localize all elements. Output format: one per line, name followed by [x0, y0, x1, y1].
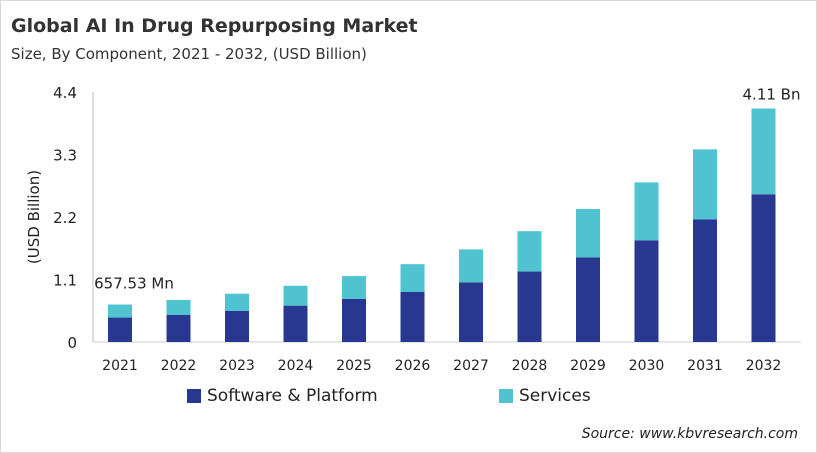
y-tick-label: 4.4 — [53, 84, 77, 102]
x-tick-label: 2032 — [746, 358, 782, 374]
bar-software-2028 — [517, 271, 542, 342]
legend-swatch-services — [499, 389, 513, 403]
bar-services-2028 — [517, 231, 542, 272]
bar-software-2032 — [751, 194, 776, 342]
legend-item-services: Services — [499, 386, 591, 406]
data-label-2021: 657.53 Mn — [94, 275, 174, 293]
x-tick-label: 2026 — [395, 358, 431, 374]
y-tick-label: 0 — [67, 334, 77, 352]
bar-software-2023 — [225, 310, 249, 342]
y-tick-label: 1.1 — [53, 272, 77, 290]
bar-services-2026 — [400, 264, 425, 292]
bar-software-2030 — [634, 240, 659, 342]
x-tick-label: 2031 — [687, 358, 723, 374]
y-axis-label: (USD Billion) — [25, 170, 43, 264]
y-tick-label: 2.2 — [53, 209, 77, 227]
bar-services-2025 — [342, 276, 366, 299]
x-tick-label: 2028 — [512, 358, 548, 374]
bar-services-2024 — [283, 285, 308, 306]
x-tick-label: 2022 — [161, 358, 197, 374]
bar-services-2031 — [693, 149, 717, 220]
bar-software-2026 — [400, 292, 425, 342]
legend-label-software: Software & Platform — [207, 386, 378, 406]
bar-software-2029 — [576, 257, 600, 342]
bar-software-2031 — [693, 219, 717, 342]
y-tick-label: 3.3 — [53, 147, 77, 165]
legend-label-services: Services — [519, 386, 591, 406]
bar-software-2027 — [459, 282, 483, 342]
bar-software-2022 — [166, 314, 191, 342]
x-tick-label: 2027 — [453, 358, 489, 374]
chart-title: Global AI In Drug Repurposing Market — [11, 15, 418, 37]
x-tick-label: 2023 — [219, 358, 255, 374]
bar-services-2027 — [459, 249, 483, 283]
data-label-2032: 4.11 Bn — [743, 85, 801, 103]
bar-services-2022 — [166, 299, 191, 315]
x-tick-label: 2024 — [278, 358, 314, 374]
x-tick-label: 2025 — [336, 358, 372, 374]
x-tick-label: 2030 — [629, 358, 665, 374]
bar-software-2025 — [342, 298, 366, 342]
x-tick-label: 2021 — [102, 358, 138, 374]
legend-item-software: Software & Platform — [187, 386, 378, 406]
bar-software-2021 — [108, 317, 132, 342]
bar-services-2021 — [108, 304, 132, 318]
bar-services-2032 — [751, 108, 776, 195]
bar-services-2029 — [576, 209, 600, 258]
chart-subtitle: Size, By Component, 2021 - 2032, (USD Bi… — [11, 45, 367, 63]
legend-swatch-software — [187, 389, 201, 403]
x-tick-label: 2029 — [570, 358, 606, 374]
bar-software-2024 — [283, 305, 308, 342]
source-note: Source: www.kbvresearch.com — [581, 426, 798, 442]
bar-services-2023 — [225, 293, 249, 311]
bar-services-2030 — [634, 182, 659, 241]
